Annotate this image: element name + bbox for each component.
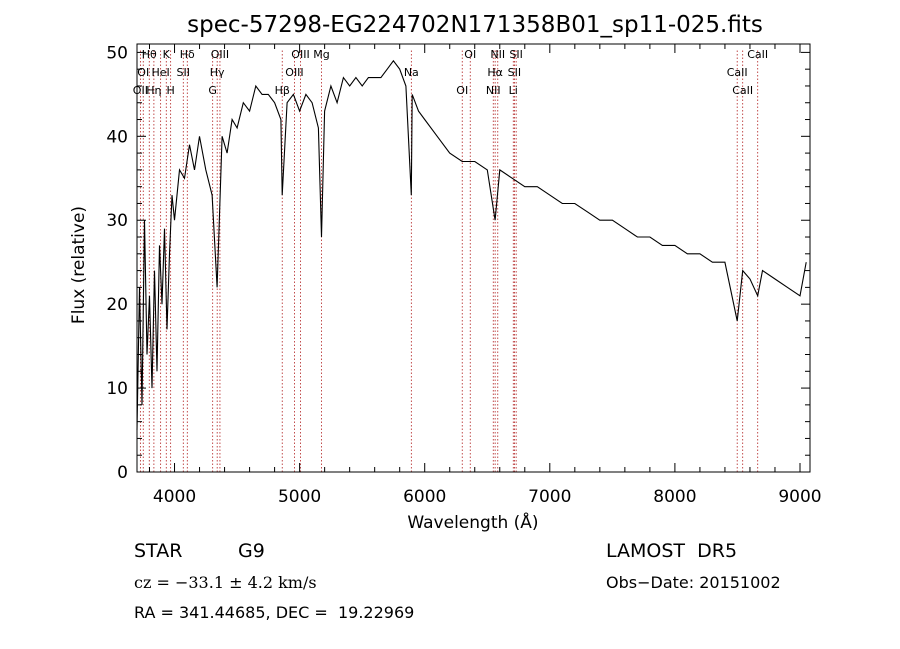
spectrum-series-line (136, 59, 807, 431)
spectral-line-label: OI (464, 48, 476, 61)
plot-frame (136, 43, 811, 473)
spectral-line-label: NII (490, 48, 505, 61)
spectral-line-label: Hγ (210, 66, 225, 79)
x-axis: 4000 5000 6000 7000 8000 9000 (149, 44, 822, 507)
spectral-line-label: OI (137, 66, 149, 79)
y-axis-label: Flux (relative) (69, 206, 89, 324)
spectral-line-label: Na (404, 66, 419, 79)
spectral-line-label: OIII (211, 48, 229, 61)
coordinates: RA = 341.44685, DEC = 19.22969 (134, 603, 415, 622)
spectral-line-label: OIII (291, 48, 309, 61)
x-tick-label: 6000 (403, 487, 446, 507)
x-axis-label: Wavelength (Å) (407, 511, 538, 533)
x-tick-label: 4000 (153, 487, 196, 507)
spectral-line-labels: HθOIOIIKHeIHηHδSIIHOIIIHγGOIIIOIIIHβMgNa… (133, 48, 768, 97)
y-tick-label: 0 (117, 463, 128, 483)
y-tick-label: 30 (106, 211, 128, 231)
redshift-cz: cz = −33.1 ± 4.2 km/s (134, 573, 317, 592)
spectral-line-label: Mg (313, 48, 329, 61)
spectral-line-label: OI (456, 84, 468, 97)
x-tick-label: 8000 (653, 487, 696, 507)
x-tick-label: 5000 (278, 487, 321, 507)
spectral-line-label: CaII (747, 48, 768, 61)
spectral-line-label: CaII (732, 84, 753, 97)
chart-title: spec-57298-EG224702N171358B01_sp11-025.f… (187, 12, 763, 38)
y-axis: 0 10 20 30 40 50 (106, 43, 810, 483)
spectral-line-label: SII (509, 48, 522, 61)
spectral-line-markers (139, 50, 759, 472)
x-tick-label: 9000 (778, 487, 821, 507)
spectral-line-label: Hα (487, 66, 503, 79)
spectral-line-label: Hβ (275, 84, 290, 97)
spectral-line-label: CaII (727, 66, 748, 79)
object-subclass: G9 (238, 540, 265, 562)
spectral-line-label: K (163, 48, 171, 61)
spectral-line-label: SII (177, 66, 190, 79)
spectral-line-label: Hη (146, 84, 161, 97)
spectral-line-label: HeI (151, 66, 169, 79)
y-tick-label: 10 (106, 379, 128, 399)
spectral-line-label: H (167, 84, 175, 97)
object-class: STAR (134, 540, 183, 562)
y-tick-label: 50 (106, 43, 128, 63)
observation-date: Obs−Date: 20151002 (606, 573, 781, 592)
y-tick-label: 40 (106, 127, 128, 147)
spectral-line-label: Hθ (142, 48, 157, 61)
spectral-line-label: NII (486, 84, 501, 97)
y-tick-label: 20 (106, 295, 128, 315)
spectral-line-label: Hδ (180, 48, 195, 61)
spectral-line-label: Li (509, 84, 518, 97)
spectral-line-label: OIII (285, 66, 303, 79)
x-tick-label: 7000 (528, 487, 571, 507)
survey-label: LAMOST DR5 (606, 540, 738, 562)
spectral-line-label: SII (508, 66, 521, 79)
spectral-line-label: G (208, 84, 217, 97)
